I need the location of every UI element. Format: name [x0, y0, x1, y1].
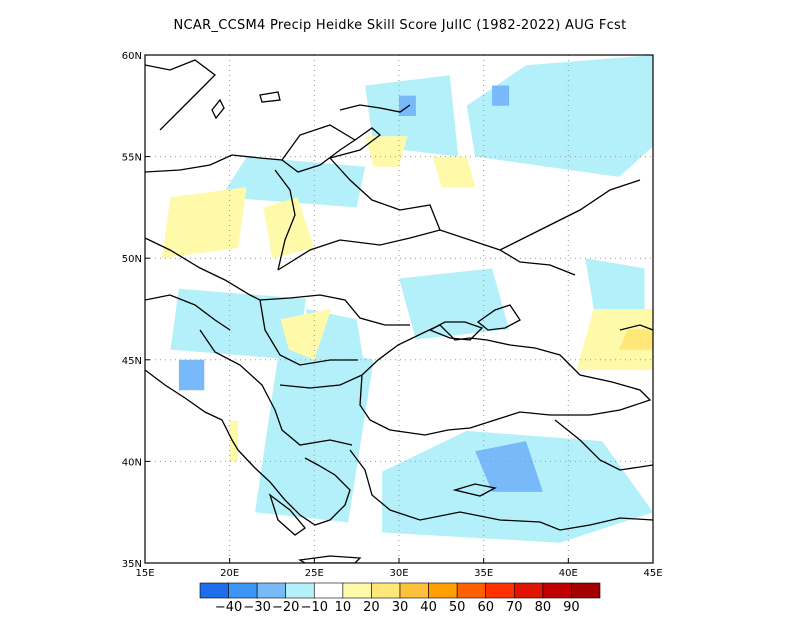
- baltic-coast: [145, 127, 382, 173]
- border-ukraine-south: [259, 294, 410, 326]
- azov-coast: [476, 304, 521, 331]
- adriatic-coast: [145, 369, 239, 451]
- lon-tick-label: 25E: [305, 568, 324, 579]
- colorbar-label: 10: [335, 600, 352, 615]
- lon-tick-label: 15E: [135, 568, 154, 579]
- cyprus-coast: [452, 483, 497, 497]
- border-balkans: [199, 329, 353, 446]
- saaremaa: [259, 91, 281, 103]
- lon-tick-label: 20E: [220, 568, 239, 579]
- caspian-coast: [619, 324, 653, 331]
- peloponnese-coast: [268, 493, 306, 536]
- colorbar-swatch: [485, 582, 515, 599]
- coastlines-borders: [145, 59, 653, 563]
- lat-tick-label: 40N: [122, 457, 142, 468]
- colorbar-swatch: [313, 582, 344, 599]
- skill-region-8: [585, 258, 645, 320]
- colorbar-swatch: [513, 582, 544, 599]
- skill-region-5: [466, 55, 653, 177]
- skill-region-19: [229, 420, 239, 462]
- latitude-ticks: 35N 40N 45N 50N 55N 60N: [122, 51, 150, 570]
- colorbar-swatch: [542, 582, 572, 599]
- colorbar-label: 30: [392, 600, 409, 615]
- colorbar-label: 50: [449, 600, 466, 615]
- crimea-coast: [428, 321, 484, 341]
- skill-region-14: [263, 197, 315, 259]
- skill-region-15: [280, 309, 332, 360]
- skill-region-7: [221, 156, 366, 208]
- lon-tick-label: 35E: [474, 568, 493, 579]
- lon-tick-label: 45E: [643, 568, 662, 579]
- colorbar-label: −10: [301, 600, 328, 615]
- border-turkey-east: [554, 419, 653, 471]
- skill-region-9: [475, 441, 543, 492]
- colorbar-swatch: [342, 582, 372, 599]
- colorbar-label: 90: [563, 600, 580, 615]
- border-central-europe: [145, 237, 358, 366]
- border-romania-bulgaria: [279, 374, 363, 389]
- gotland: [211, 98, 225, 120]
- lat-tick-label: 50N: [122, 254, 142, 265]
- colorbar: −40 −30 −20 −10 10 20 30 40 50 60 70 80 90: [199, 582, 601, 615]
- skill-region-17: [365, 136, 408, 167]
- colorbar-swatch: [428, 582, 458, 599]
- colorbar-label: 20: [363, 600, 380, 615]
- skill-region-20: [619, 329, 653, 350]
- colorbar-label: −40: [215, 600, 242, 615]
- skill-region-13: [161, 187, 247, 259]
- colorbar-label: −20: [272, 600, 299, 615]
- colorbar-swatch: [285, 582, 315, 599]
- chart-title: NCAR_CCSM4 Precip Heidke Skill Score Jul…: [173, 18, 627, 33]
- colorbar-swatch: [256, 582, 287, 599]
- lat-tick-label: 60N: [122, 51, 142, 62]
- colorbar-swatch: [228, 582, 258, 599]
- black-sea-coast: [359, 324, 652, 436]
- gulf-of-finland-coast: [339, 104, 411, 113]
- skill-score-fields: [161, 55, 653, 543]
- colorbar-swatch: [571, 582, 601, 599]
- skill-region-3: [399, 268, 510, 340]
- border-alps: [145, 294, 231, 331]
- lon-tick-label: 30E: [389, 568, 408, 579]
- greece-coast: [237, 449, 351, 526]
- skill-region-10: [178, 359, 205, 391]
- colorbar-swatch: [199, 582, 229, 599]
- longitude-ticks: 15E 20E 25E 30E 35E 40E 45E: [135, 558, 663, 579]
- colorbar-swatch: [399, 582, 429, 599]
- colorbar-label: 80: [535, 600, 552, 615]
- border-ukraine-north: [277, 229, 576, 276]
- colorbar-label: 70: [506, 600, 523, 615]
- lat-tick-label: 55N: [122, 153, 142, 164]
- lon-tick-label: 40E: [559, 568, 578, 579]
- colorbar-label: 40: [420, 600, 437, 615]
- colorbar-label: −30: [243, 600, 270, 615]
- skill-region-18: [432, 156, 476, 188]
- colorbar-label: 60: [477, 600, 494, 615]
- skill-region-16: [576, 309, 653, 370]
- border-baltic-states: [281, 124, 356, 161]
- skill-region-11: [492, 85, 510, 106]
- sweden-coast: [145, 59, 216, 131]
- crete-coast: [298, 555, 362, 563]
- border-poland-germany: [274, 169, 296, 271]
- border-russia-east: [499, 179, 641, 251]
- lat-tick-label: 35N: [122, 559, 142, 570]
- lat-tick-label: 45N: [122, 356, 142, 367]
- anatolia-coast: [349, 449, 653, 531]
- border-belarus: [329, 157, 441, 231]
- colorbar-swatch: [456, 582, 487, 599]
- skill-region-12: [399, 95, 416, 116]
- colorbar-swatch: [371, 582, 401, 599]
